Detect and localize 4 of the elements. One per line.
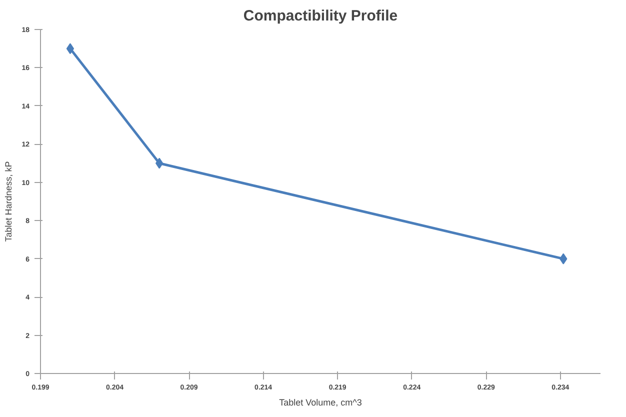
x-axis-title: Tablet Volume, cm^3 [279, 398, 362, 408]
y-axis-title: Tablet Hardness, kP [4, 161, 14, 242]
point [66, 43, 74, 54]
chart-title: Compactibility Profile [243, 8, 398, 24]
